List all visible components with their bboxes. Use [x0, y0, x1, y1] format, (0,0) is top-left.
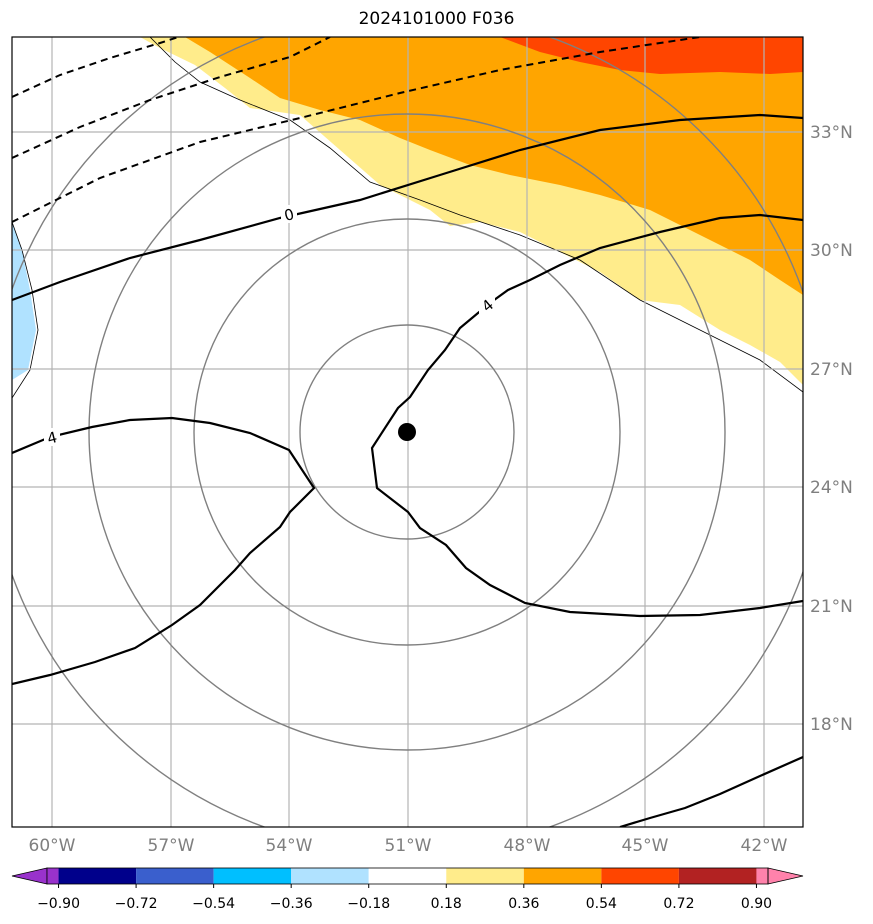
gridlines [12, 37, 803, 827]
colorbar-tick-label: −0.18 [347, 896, 390, 912]
boundary-line-west [12, 221, 39, 399]
contour-0 [12, 113, 803, 302]
lat-label: 18°N [810, 715, 853, 735]
colorbar-segment [213, 868, 292, 884]
lon-label: 60°W [29, 836, 76, 856]
dashed-contours [12, 37, 701, 223]
dashed-contour [12, 37, 331, 159]
shading-orange [185, 37, 803, 295]
range-rings [12, 37, 803, 827]
contour-4-east [370, 213, 803, 618]
lon-label: 42°W [741, 836, 788, 856]
colorbar-tick-label: 0.54 [586, 896, 617, 912]
range-ring [299, 324, 515, 540]
colorbar-segment [58, 868, 137, 884]
range-ring [193, 218, 621, 646]
lat-label: 21°N [810, 597, 853, 617]
lat-label: 27°N [810, 360, 853, 380]
colorbar-segment [291, 868, 369, 884]
colorbar-segment [523, 868, 602, 884]
contour-4-west [12, 416, 316, 686]
lon-label: 57°W [148, 836, 195, 856]
colorbar-segment [446, 868, 524, 884]
colorbar-tick-label: 0.90 [741, 896, 772, 912]
map-title: 2024101000 F036 [358, 9, 515, 29]
storm-center-marker [398, 423, 416, 441]
lon-label: 45°W [622, 836, 669, 856]
colorbar-segment [136, 868, 214, 884]
colorbar: −0.90 −0.72 −0.54 −0.36 −0.18 0.18 0.36 0.54 0.7… [11, 867, 804, 912]
colorbar-segment [47, 868, 59, 884]
colorbar-tick-label: 0.36 [508, 896, 539, 912]
lon-label: 54°W [266, 836, 313, 856]
colorbar-segment [601, 868, 679, 884]
dashed-contour [12, 37, 182, 98]
map-panel: 0 4 4 [12, 37, 803, 827]
solid-contours [12, 113, 803, 827]
contour-label: 4 [45, 428, 59, 448]
lat-label: 33°N [810, 123, 853, 143]
colorbar-extend-low [11, 867, 48, 885]
colorbar-tick-label: −0.72 [115, 896, 158, 912]
colorbar-segment [368, 868, 447, 884]
colorbar-segment [678, 868, 757, 884]
colorbar-tick-label: −0.36 [270, 896, 313, 912]
map-frame [11, 36, 804, 828]
lon-label: 51°W [385, 836, 432, 856]
contour-south [619, 755, 803, 827]
range-ring [88, 113, 726, 751]
colorbar-extend-high [767, 867, 804, 885]
shading-lightblue [12, 222, 36, 380]
lat-label: 30°N [810, 241, 853, 261]
boundary-line [149, 37, 803, 393]
lat-label: 24°N [810, 478, 853, 498]
contour-label: 0 [282, 205, 296, 225]
colorbar-tick-label: 0.72 [663, 896, 694, 912]
colorbar-tick-label: −0.90 [37, 896, 80, 912]
colorbar-tick-label: −0.54 [192, 896, 235, 912]
shading-red [500, 37, 803, 74]
colorbar-tick-label: 0.18 [431, 896, 462, 912]
lon-label: 48°W [504, 836, 551, 856]
colorbar-segment [756, 868, 768, 884]
